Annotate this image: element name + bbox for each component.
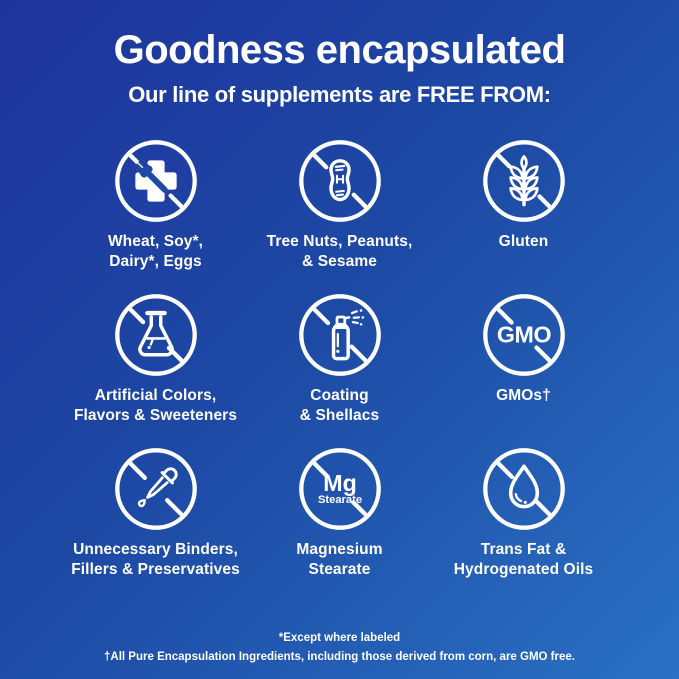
- free-from-item-binders-fillers-preservatives: Unnecessary Binders, Fillers & Preservat…: [64, 446, 248, 579]
- page-subtitle: Our line of supplements are FREE FROM:: [128, 82, 551, 107]
- no-magnesium-stearate-icon: Mg Stearate: [298, 448, 381, 531]
- free-from-item-magnesium-stearate: Mg Stearate Magnesium Stearate: [248, 446, 432, 579]
- gmo-icon-text: GMO: [496, 322, 551, 348]
- free-from-label: Artificial Colors, Flavors & Sweeteners: [73, 387, 238, 424]
- no-wheat-soy-dairy-eggs-icon: [114, 140, 197, 223]
- free-from-label: Magnesium Stearate: [296, 541, 383, 578]
- free-from-item-coating-shellacs: Coating & Shellacs: [248, 292, 432, 425]
- no-tree-nuts-peanuts-sesame-icon: [298, 140, 381, 223]
- footnote-gmo-free: †All Pure Encapsulation Ingredients, inc…: [104, 650, 575, 663]
- page-title: Goodness encapsulated: [113, 28, 566, 72]
- free-from-label: Tree Nuts, Peanuts, & Sesame: [266, 233, 413, 270]
- free-from-label: GMOs†: [496, 387, 551, 405]
- free-from-item-artificial-colors-flavors-sweeteners: Artificial Colors, Flavors & Sweeteners: [64, 292, 248, 425]
- free-from-label: Trans Fat & Hydrogenated Oils: [453, 541, 594, 578]
- no-gmo-icon: GMO: [482, 294, 565, 377]
- free-from-item-gmos: GMO GMOs†: [432, 292, 616, 425]
- no-gluten-icon: [482, 140, 565, 223]
- free-from-label: Unnecessary Binders, Fillers & Preservat…: [71, 541, 240, 578]
- free-from-item-trans-fat-hydrogenated-oils: Trans Fat & Hydrogenated Oils: [432, 446, 616, 579]
- free-from-item-gluten: Gluten: [432, 138, 616, 271]
- free-from-label: Coating & Shellacs: [299, 387, 380, 424]
- no-coating-shellacs-icon: [298, 294, 381, 377]
- free-from-item-wheat-soy-dairy-eggs: Wheat, Soy*, Dairy*, Eggs: [64, 138, 248, 271]
- free-from-label: Wheat, Soy*, Dairy*, Eggs: [107, 233, 204, 270]
- stearate-icon-text: Stearate: [317, 495, 361, 507]
- no-binders-fillers-preservatives-icon: [114, 448, 197, 531]
- free-from-grid: Wheat, Soy*, Dairy*, Eggs Tree Nuts, Pea…: [0, 138, 679, 579]
- footnotes: *Except where labeled †All Pure Encapsul…: [0, 629, 679, 666]
- no-trans-fat-hydrogenated-oils-icon: [482, 448, 565, 531]
- free-from-item-tree-nuts-peanuts-sesame: Tree Nuts, Peanuts, & Sesame: [248, 138, 432, 271]
- no-artificial-colors-flavors-sweeteners-icon: [114, 294, 197, 377]
- footnote-except-where-labeled: *Except where labeled: [278, 632, 401, 645]
- header: Goodness encapsulated Our line of supple…: [0, 0, 679, 108]
- free-from-label: Gluten: [498, 233, 549, 251]
- mg-icon-text: Mg: [323, 471, 357, 497]
